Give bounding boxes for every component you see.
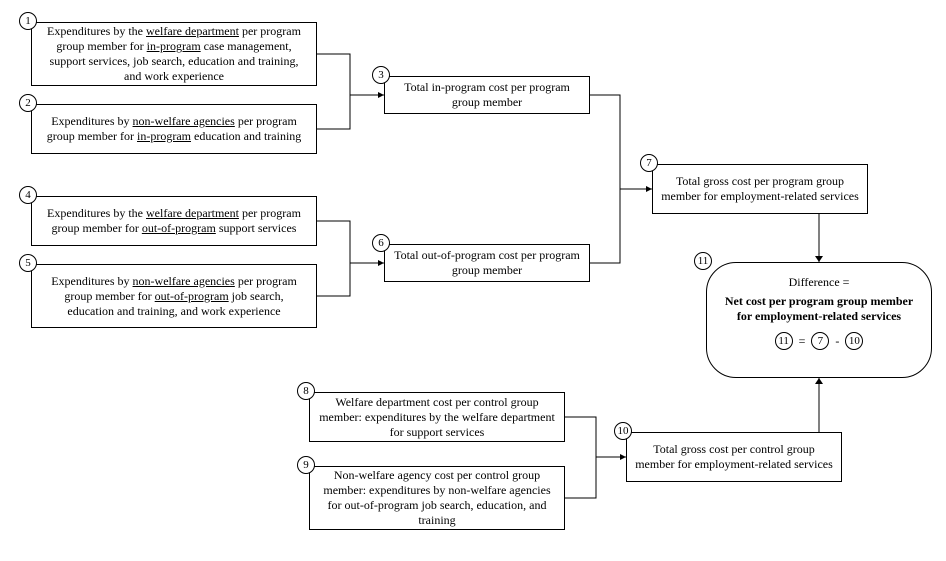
node-badge-9: 9 xyxy=(297,456,315,474)
node-text: Non-welfare agency cost per control grou… xyxy=(318,468,556,528)
node-text: Expenditures by non-welfare agencies per… xyxy=(40,114,308,144)
node-badge-7: 7 xyxy=(640,154,658,172)
node-badge-1: 1 xyxy=(19,12,37,30)
flow-node-10: Total gross cost per control group membe… xyxy=(626,432,842,482)
flow-node-5: Expenditures by non-welfare agencies per… xyxy=(31,264,317,328)
node-badge-5: 5 xyxy=(19,254,37,272)
node-text: Expenditures by the welfare department p… xyxy=(40,24,308,84)
result-title: Difference = xyxy=(721,275,917,290)
flow-node-2: Expenditures by non-welfare agencies per… xyxy=(31,104,317,154)
node-text: Total out-of-program cost per program gr… xyxy=(393,248,581,278)
node-text: Total gross cost per program group membe… xyxy=(661,174,859,204)
node-badge-3: 3 xyxy=(372,66,390,84)
node-text: Welfare department cost per control grou… xyxy=(318,395,556,440)
node-badge-4: 4 xyxy=(19,186,37,204)
node-badge-6: 6 xyxy=(372,234,390,252)
node-badge-10: 10 xyxy=(614,422,632,440)
result-net: Net cost per program group member for em… xyxy=(721,294,917,324)
flow-node-6: Total out-of-program cost per program gr… xyxy=(384,244,590,282)
node-badge-8: 8 xyxy=(297,382,315,400)
flow-node-7: Total gross cost per program group membe… xyxy=(652,164,868,214)
node-text: Total gross cost per control group membe… xyxy=(635,442,833,472)
node-text: Expenditures by the welfare department p… xyxy=(40,206,308,236)
node-text: Total in-program cost per program group … xyxy=(393,80,581,110)
node-badge-2: 2 xyxy=(19,94,37,112)
node-text: Expenditures by non-welfare agencies per… xyxy=(40,274,308,319)
flow-node-8: Welfare department cost per control grou… xyxy=(309,392,565,442)
flow-node-9: Non-welfare agency cost per control grou… xyxy=(309,466,565,530)
flow-node-3: Total in-program cost per program group … xyxy=(384,76,590,114)
flow-node-1: Expenditures by the welfare department p… xyxy=(31,22,317,86)
result-node: Difference = Net cost per program group m… xyxy=(706,262,932,378)
result-equation: 11=7-10 xyxy=(721,332,917,350)
flow-node-4: Expenditures by the welfare department p… xyxy=(31,196,317,246)
node-badge-11: 11 xyxy=(694,252,712,270)
